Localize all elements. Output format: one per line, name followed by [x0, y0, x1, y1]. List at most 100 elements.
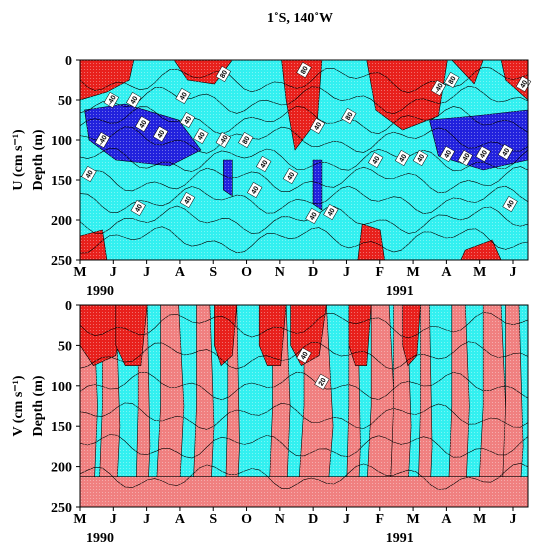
- contour-label-box: [238, 131, 254, 149]
- x-tick-label: M: [473, 265, 486, 280]
- contour-label-box: [256, 155, 272, 173]
- contour-label: 40: [286, 171, 296, 181]
- contour-label-box: [215, 131, 232, 149]
- contour-label-box: [439, 145, 456, 163]
- contour-label: 40: [134, 203, 144, 213]
- contour-label: 40: [130, 95, 140, 105]
- x-tick-label: M: [406, 265, 419, 280]
- contour-label-box: [368, 151, 384, 169]
- contour-label: 40: [372, 155, 382, 165]
- contour-label-box: [135, 115, 151, 133]
- contour-label-box: [126, 91, 142, 109]
- contour-label-box: [296, 347, 312, 364]
- contour-label: 40: [416, 153, 426, 163]
- contour-label-box: [475, 145, 491, 163]
- x-tick-label: F: [375, 265, 384, 280]
- x-tick-label: M: [73, 265, 86, 280]
- contour-label: 80: [242, 135, 252, 145]
- contour-label: 40: [139, 119, 149, 129]
- x-tick-label: O: [241, 512, 252, 527]
- contour-label: 40: [179, 91, 189, 101]
- contour-label-box: [430, 79, 447, 97]
- contour-label: 40: [300, 351, 310, 361]
- x-tick-label: J: [343, 265, 350, 280]
- contour-label-box: [103, 91, 120, 109]
- x-tick-label: J: [110, 512, 117, 527]
- y-tick-label: 0: [65, 299, 72, 314]
- y-tick-label: 250: [51, 254, 72, 269]
- x-tick-label: N: [275, 265, 285, 280]
- y-tick-label: 50: [58, 339, 72, 354]
- contour-label-box: [152, 125, 169, 143]
- y-tick-label: 0: [65, 54, 72, 69]
- contour-label-box: [412, 149, 429, 167]
- contour-label-box: [444, 71, 460, 89]
- contour-label: 40: [313, 121, 323, 131]
- contour-label: -40: [434, 82, 445, 94]
- contour-label-box: [175, 87, 191, 105]
- contour-label: 40: [519, 79, 529, 89]
- contour-label: -40: [219, 134, 230, 146]
- contour-label-box: [497, 143, 514, 161]
- x-tick-label: N: [275, 512, 285, 527]
- x-tick-label: A: [175, 265, 186, 280]
- y-tick-label: 150: [51, 420, 72, 435]
- contour-label: 40: [251, 185, 261, 195]
- contour-label-box: [457, 149, 473, 167]
- contour-label: 40: [443, 149, 453, 159]
- contour-label: 40: [157, 129, 167, 139]
- contour-label: 40: [197, 131, 207, 141]
- contour-label: 80: [345, 111, 355, 121]
- plot-frame: [79, 304, 529, 508]
- contour-label-box: [179, 191, 196, 209]
- x-tick-label: J: [510, 265, 517, 280]
- contour-label: 40: [506, 199, 516, 209]
- contour-label-box: [502, 195, 518, 213]
- chart-title: 1˚S, 140˚W: [267, 11, 333, 26]
- contour-label: -40: [461, 152, 472, 164]
- y-tick-label: 150: [51, 174, 72, 189]
- y-axis-label: U (cm s⁻¹): [11, 129, 26, 191]
- contour-label: 40: [479, 149, 489, 159]
- year-label: 1990: [86, 531, 114, 546]
- contour-label-box: [179, 111, 196, 129]
- contour-label-box: [296, 61, 312, 79]
- contour-label-box: [247, 181, 263, 199]
- contour-label: 80: [219, 69, 229, 79]
- year-label: 1990: [86, 284, 114, 299]
- contour-label: 80: [448, 75, 458, 85]
- contour-label: 40: [183, 195, 193, 205]
- x-tick-label: S: [209, 265, 217, 280]
- field-dots: [80, 60, 528, 260]
- contour-label: 80: [300, 65, 310, 75]
- contour-label-box: [314, 373, 330, 390]
- x-tick-label: A: [441, 512, 452, 527]
- x-tick-label: S: [209, 512, 217, 527]
- contour-label-box: [81, 165, 97, 183]
- contour-label: 40: [183, 115, 193, 125]
- plot-area: [80, 305, 528, 507]
- contour-label-box: [323, 203, 339, 221]
- x-tick-label: D: [308, 512, 318, 527]
- contour-label-box: [282, 167, 299, 185]
- x-tick-label: F: [375, 512, 384, 527]
- y-axis-label-depth: Depth (m): [31, 129, 46, 190]
- x-tick-label: M: [73, 512, 86, 527]
- x-tick-label: J: [510, 512, 517, 527]
- contour-label-box: [394, 149, 411, 167]
- contour-label: 40: [327, 207, 337, 217]
- y-axis-label: V (cm s⁻¹): [11, 375, 26, 436]
- x-tick-label: J: [110, 265, 117, 280]
- y-tick-label: 200: [51, 214, 72, 229]
- x-tick-label: J: [143, 512, 150, 527]
- contour-label-box: [130, 199, 146, 217]
- x-tick-label: M: [406, 512, 419, 527]
- y-tick-label: 250: [51, 501, 72, 516]
- contour-label: 40: [501, 147, 511, 157]
- x-tick-label: A: [175, 512, 186, 527]
- contour-label: -40: [107, 94, 118, 106]
- contour-label-box: [94, 131, 111, 149]
- y-tick-label: 100: [51, 380, 72, 395]
- y-tick-label: 50: [58, 94, 72, 109]
